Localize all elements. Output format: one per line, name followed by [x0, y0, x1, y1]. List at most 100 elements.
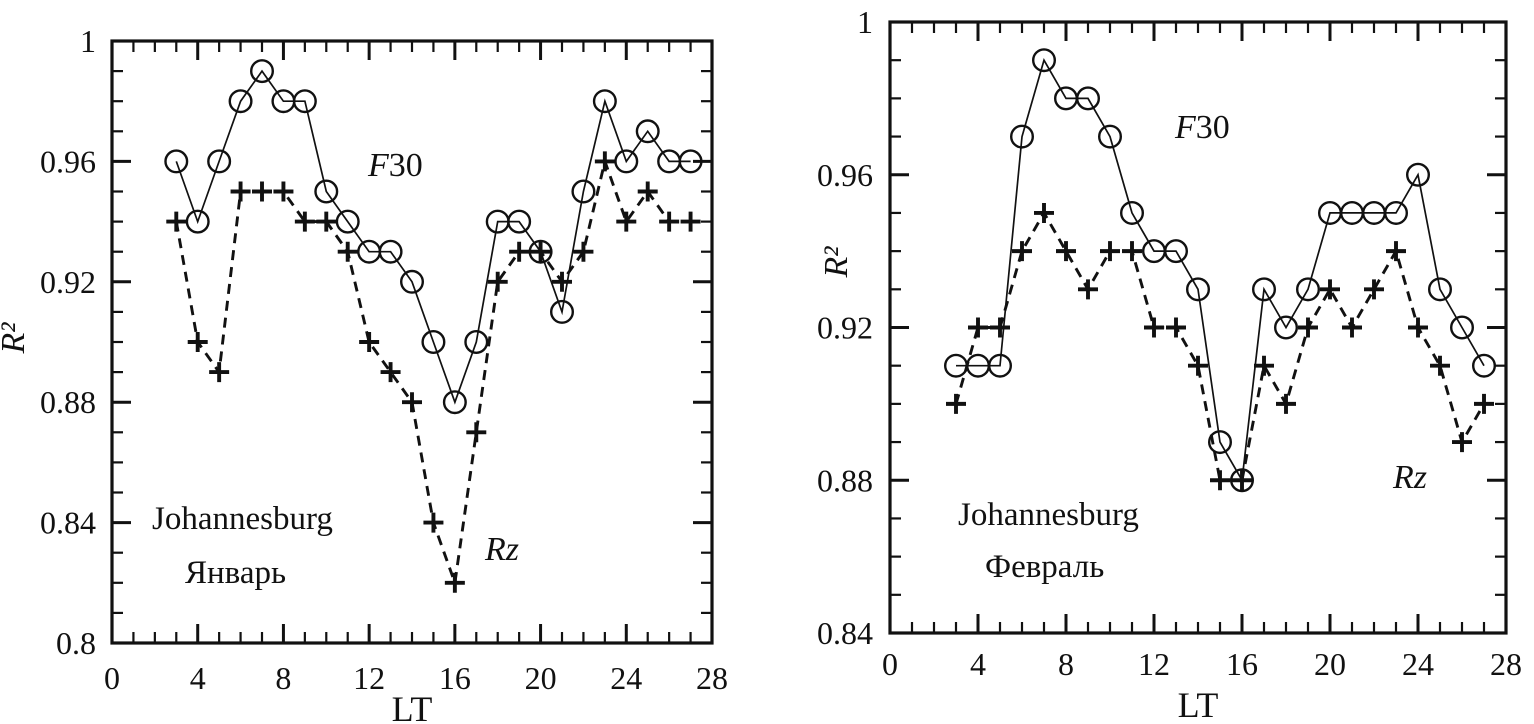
f30-marker	[614, 149, 639, 174]
x-tick-label: 28	[696, 660, 728, 696]
chart-january-svg: 0 4 8 12 16 20 24 28 0.8 0.84 0.88 0.92 0.96 1 LT R² Joh…	[0, 23, 728, 724]
f30-marker	[987, 353, 1012, 378]
rz-marker	[1320, 279, 1340, 300]
rz-marker	[1210, 470, 1230, 491]
rz-marker	[946, 393, 966, 414]
x-tick-label: 24	[1402, 646, 1434, 682]
f30-marker	[185, 209, 210, 234]
rz-marker	[990, 317, 1010, 338]
x-tick-label: 4	[970, 646, 986, 682]
rz-marker	[294, 211, 315, 232]
f30-marker	[442, 390, 467, 415]
rz-marker	[166, 211, 187, 232]
f30-series-label: F30	[1174, 109, 1230, 146]
x-tick-label: 20	[1314, 646, 1346, 682]
x-tick-label: 8	[275, 660, 291, 696]
y-tick-label: 0.96	[817, 157, 873, 193]
x-tick-label: 16	[439, 660, 471, 696]
rz-marker	[1144, 317, 1164, 338]
f30-markers	[943, 48, 1497, 493]
f30-marker	[528, 239, 553, 264]
f30-marker	[1076, 86, 1101, 111]
chart-february-svg: 0 4 8 12 16 20 24 28 0.84 0.88 0.92 0.96 1 LT R² Johann…	[817, 4, 1522, 724]
rz-marker	[187, 332, 208, 352]
x-tick-label: 12	[353, 660, 385, 696]
rz-marker	[1474, 393, 1494, 414]
f30-series-label: F30	[367, 147, 423, 184]
y-tick-label: 1	[857, 4, 873, 40]
f30-marker	[421, 330, 446, 355]
f30-marker	[228, 89, 253, 114]
f30-marker	[314, 179, 339, 204]
f30-marker	[1208, 430, 1233, 455]
x-tick-label: 20	[525, 660, 557, 696]
x-tick-label: 4	[190, 660, 206, 696]
rz-marker	[1166, 317, 1186, 338]
rz-marker	[402, 392, 422, 413]
y-tick-label: 0.8	[56, 625, 96, 661]
rz-marker	[1122, 241, 1142, 262]
f30-marker	[249, 59, 274, 84]
rz-marker	[1452, 432, 1472, 453]
rz-marker	[359, 332, 380, 352]
rz-marker	[1408, 317, 1428, 338]
rz-marker	[1012, 241, 1032, 262]
f30-marker	[464, 330, 489, 355]
f30-marker	[1384, 200, 1409, 225]
y-axis-ticks	[112, 39, 712, 645]
f30-marker	[1009, 124, 1034, 149]
y-axis-title: R²	[0, 322, 32, 355]
f30-series-label-digits: 30	[1196, 109, 1230, 146]
f30-marker	[592, 89, 617, 114]
y-axis-title: R²	[818, 246, 855, 279]
station-label: Johannesburg	[152, 501, 333, 537]
f30-marker	[292, 89, 317, 114]
rz-marker	[530, 241, 551, 262]
x-tick-label: 12	[1138, 646, 1170, 682]
f30-marker	[1164, 239, 1189, 264]
rz-marker	[1188, 355, 1208, 376]
rz-marker	[230, 181, 251, 202]
y-tick-label: 1	[80, 23, 96, 59]
f30-marker	[1450, 315, 1475, 340]
f30-marker	[1252, 277, 1277, 302]
f30-marker	[400, 269, 425, 294]
month-label: Январь	[185, 555, 286, 591]
f30-marker	[1296, 277, 1321, 302]
y-axis-ticks	[890, 20, 1506, 635]
rz-marker	[337, 241, 358, 262]
y-tick-label: 0.96	[40, 143, 96, 179]
rz-series-label-letters: Rz	[1392, 459, 1427, 496]
rz-marker	[1298, 317, 1318, 338]
rz-marker	[1056, 241, 1076, 262]
rz-series-label-letters: Rz	[484, 531, 519, 568]
rz-marker	[1034, 202, 1054, 223]
f30-marker	[635, 119, 660, 144]
f30-line	[175, 69, 691, 405]
rz-marker	[1232, 470, 1252, 491]
f30-markers	[164, 59, 703, 415]
x-tick-label: 24	[610, 660, 642, 696]
rz-marker	[616, 211, 637, 232]
rz-marker	[423, 512, 444, 533]
x-axis-title: LT	[392, 689, 433, 724]
month-label: Февраль	[985, 549, 1104, 585]
rz-marker	[316, 211, 337, 232]
rz-marker	[1342, 317, 1362, 338]
y-tick-label: 0.84	[817, 615, 873, 651]
rz-marker	[380, 362, 401, 383]
f30-line	[956, 58, 1485, 483]
f30-marker	[207, 149, 232, 174]
rz-markers	[166, 151, 701, 593]
rz-marker	[573, 241, 594, 262]
rz-marker	[1100, 241, 1120, 262]
rz-marker	[1430, 355, 1450, 376]
f30-marker	[378, 239, 403, 264]
rz-marker	[552, 271, 572, 292]
rz-marker	[252, 181, 272, 202]
rz-marker	[509, 241, 530, 262]
f30-marker	[678, 149, 703, 174]
rz-marker	[1386, 241, 1406, 262]
x-axis-title: LT	[1178, 685, 1219, 724]
x-tick-label: 16	[1226, 646, 1258, 682]
